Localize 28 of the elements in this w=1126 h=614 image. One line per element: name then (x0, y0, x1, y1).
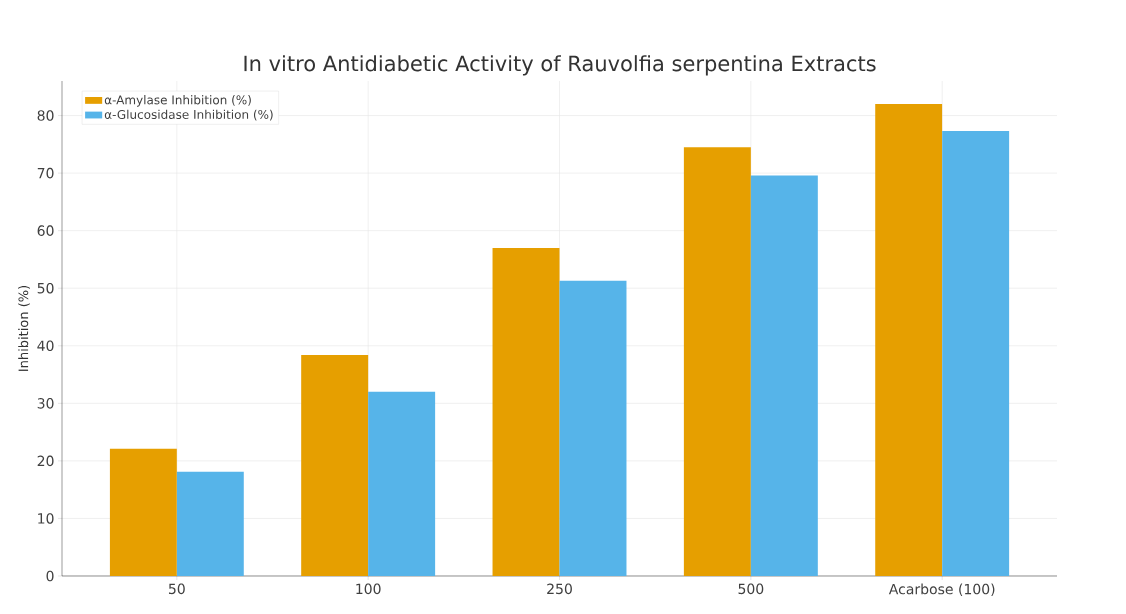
bar (750, 175, 818, 576)
y-tick-label: 70 (37, 167, 54, 179)
y-tick-label: 20 (37, 455, 54, 467)
bar (368, 391, 436, 576)
x-tick-label: 500 (738, 583, 764, 595)
bar (942, 131, 1010, 576)
bar (301, 354, 369, 576)
y-tick-label: 40 (37, 340, 54, 352)
bar (559, 280, 627, 576)
legend-label: α-Glucosidase Inhibition (%) (104, 109, 273, 121)
chart-title: In vitro Antidiabetic Activity of Rauvolfia serpentina Extracts (244, 55, 876, 76)
bar (109, 448, 177, 576)
bar (875, 104, 943, 576)
y-tick-label: 50 (37, 282, 54, 294)
y-tick-label: 30 (37, 398, 54, 409)
x-tick-label: 250 (547, 583, 572, 595)
bar (176, 471, 244, 576)
bar (492, 247, 560, 576)
x-tick-label: Acarbose (100) (888, 583, 995, 597)
y-tick-label: 60 (37, 225, 54, 236)
x-tick-label: 100 (356, 583, 381, 595)
legend-label: α-Amylase Inhibition (%) (104, 95, 251, 107)
y-tick-label: 0 (46, 570, 54, 582)
x-tick-label: 50 (168, 583, 185, 595)
bar (683, 147, 751, 576)
y-tick-label: 10 (38, 513, 54, 524)
y-tick-label: 80 (37, 110, 54, 121)
y-axis-title: Inhibition (%) (18, 285, 30, 371)
